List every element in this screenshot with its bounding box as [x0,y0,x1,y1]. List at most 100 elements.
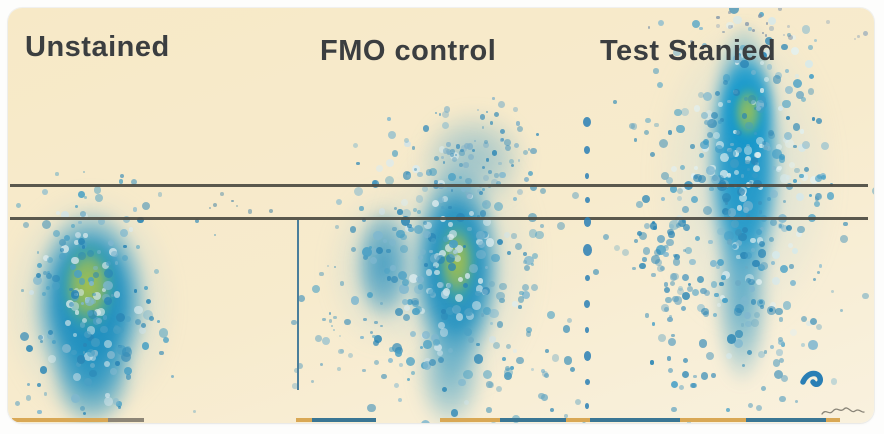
density-dot [504,365,510,371]
density-dot [682,206,689,213]
density-dot [468,153,475,161]
density-dot [291,320,297,326]
density-dot [669,280,676,287]
density-dot [787,33,791,37]
density-dot [740,174,745,178]
density-dot [857,35,860,38]
density-dot [128,227,134,232]
density-dot [122,244,127,249]
density-dot [811,117,816,121]
density-dot [41,219,51,229]
density-dot [464,327,473,336]
density-dot [136,216,144,224]
density-dot [354,187,364,197]
density-dot [524,177,530,183]
gate-line-lower [10,217,868,220]
density-dot [527,148,531,152]
bottom-axis-segment [746,418,826,422]
density-dot [524,256,534,266]
density-dot [460,145,468,153]
density-dot [815,193,822,199]
density-dot [135,244,140,249]
density-dot [636,201,643,208]
density-dot [722,270,731,279]
density-dot [376,165,384,172]
density-dot [132,207,138,213]
density-dot [61,210,70,219]
density-dot [778,222,784,229]
density-dot [710,175,720,185]
density-dot [404,140,411,148]
density-dot [512,301,518,307]
density-dot [503,372,512,381]
density-dot [488,170,493,174]
density-dot [47,332,54,340]
density-dot [794,399,798,403]
density-dot [170,374,175,379]
density-dot [439,250,447,258]
density-dot [74,205,79,209]
density-dot [56,210,61,216]
density-dot [661,197,666,202]
density-dot [657,265,664,272]
density-dot [473,139,476,142]
density-dot [801,316,807,323]
density-dot [715,90,721,97]
density-dot [511,233,517,239]
density-dot [725,208,732,215]
density-dot [482,175,489,182]
density-dot [447,348,454,354]
density-dot [733,170,740,176]
density-dot [157,320,161,324]
density-dot [110,368,117,375]
density-dot [562,325,570,333]
density-dot [777,165,782,171]
density-dot [485,111,488,114]
density-dot [785,139,794,148]
bottom-axis-segment [566,418,590,422]
density-dot [440,290,450,299]
density-dot [716,258,724,266]
density-dot [703,120,709,126]
density-dot [680,165,686,171]
density-dot [668,231,675,238]
density-dot [693,105,701,112]
density-dot [665,296,672,304]
dashed-gate-dot [582,244,592,256]
density-dot [443,236,449,243]
density-dot [80,301,84,306]
density-dot [499,297,505,304]
density-dot [630,123,638,130]
density-dot [500,129,506,135]
density-dot [115,361,120,366]
density-dot [812,277,817,282]
density-dot [674,108,682,117]
bottom-axis-segment [680,418,746,422]
density-dot [642,257,647,262]
density-dot [668,223,674,229]
density-dot [37,409,42,415]
density-dot [482,142,489,149]
density-dot [120,351,131,362]
density-dot [720,170,728,178]
density-dot [42,291,47,296]
density-dot [107,350,116,359]
density-dot [830,290,834,294]
density-dot [336,198,343,205]
density-dot [110,294,114,298]
density-dot [762,140,767,145]
density-dot [394,349,403,357]
density-dot [681,305,687,311]
density-dot [499,171,506,178]
dashed-gate-dot [585,327,589,333]
density-dot [716,265,721,270]
density-dot [728,11,731,14]
density-dot [720,118,724,122]
density-dot [748,27,752,31]
density-dot [466,226,472,232]
density-dot [96,318,102,325]
density-dot [340,349,344,353]
density-dot [374,359,380,365]
density-dot [476,342,481,347]
density-dot [481,200,491,210]
